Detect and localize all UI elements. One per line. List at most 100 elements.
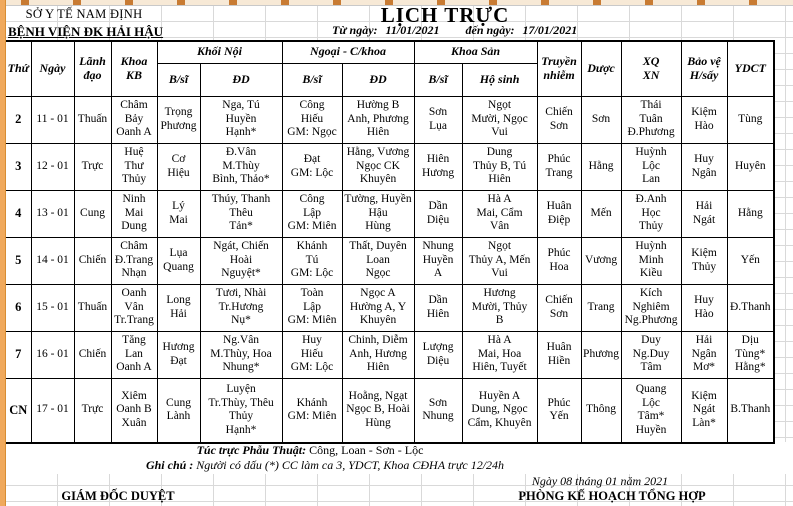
cell[interactable]: Oanh Vân Tr.Trang	[110, 283, 158, 332]
cell[interactable]: Trọng Phương	[156, 95, 201, 144]
cell[interactable]: Dịu Tùng* Hằng*	[726, 330, 775, 379]
cell[interactable]: Thất, Duyên Loan Ngọc	[341, 236, 415, 285]
cell[interactable]: Thông	[580, 377, 622, 444]
page-title[interactable]: LỊCH TRỰC	[380, 3, 510, 27]
cell[interactable]: Khánh GM: Miên	[281, 377, 343, 444]
cell[interactable]: Huy Hiếu GM: Lộc	[281, 330, 343, 379]
cell[interactable]: Tươi, Nhài Tr.Hương Nụ*	[199, 283, 283, 332]
header-khoi-noi[interactable]: Khối Nội	[156, 40, 283, 64]
cell[interactable]: Đạt GM: Lộc	[281, 142, 343, 191]
general-note[interactable]: Ghi chú : Người có dấu (*) CC làm ca 3, …	[60, 458, 590, 473]
cell[interactable]: Thuấn	[73, 95, 112, 144]
cell[interactable]: Dần Diệu	[413, 189, 463, 238]
cell[interactable]: 4	[4, 189, 32, 238]
cell[interactable]: Huỳnh Minh Kiều	[620, 236, 682, 285]
cell[interactable]: 15 - 01	[30, 283, 75, 332]
header-ngoai-bsi[interactable]: B/sĩ	[281, 62, 343, 97]
cell[interactable]: Hương Mười, Thủy B	[461, 283, 538, 332]
cell[interactable]: Trực	[73, 377, 112, 444]
row-headers-strip[interactable]	[0, 0, 6, 506]
cell[interactable]: Phương	[580, 330, 622, 379]
cell[interactable]: Huỳnh Lộc Lan	[620, 142, 682, 191]
cell[interactable]: Hường B Anh, Phương Hiên	[341, 95, 415, 144]
cell[interactable]: Luyện Tr.Thùy, Thêu Thủy Hạnh*	[199, 377, 283, 444]
cell[interactable]: Huy Ngân	[680, 142, 728, 191]
cell[interactable]: Hải Ngát	[680, 189, 728, 238]
cell[interactable]: Hoằng, Ngạt Ngọc B, Hoài Hùng	[341, 377, 415, 444]
column-headers-strip[interactable]	[0, 0, 793, 6]
cell[interactable]: Sơn Lụa	[413, 95, 463, 144]
header-noi-bsi[interactable]: B/sĩ	[156, 62, 201, 97]
header-thu[interactable]: Thứ	[4, 40, 32, 97]
header-khoa-san[interactable]: Khoa Sản	[413, 40, 538, 64]
cell[interactable]: 3	[4, 142, 32, 191]
cell[interactable]: Dung Thủy B, Tú Hiên	[461, 142, 538, 191]
cell[interactable]: 7	[4, 330, 32, 379]
cell[interactable]: Huân Điệp	[536, 189, 582, 238]
director-approval-sign[interactable]: GIÁM ĐỐC DUYỆT	[61, 489, 175, 503]
cell[interactable]: Mến	[580, 189, 622, 238]
cell[interactable]: Đ.Vân M.Thùy Bình, Thảo*	[199, 142, 283, 191]
issue-date[interactable]: Ngày 08 tháng 01 năm 2021	[531, 474, 669, 488]
cell[interactable]: Chiến	[73, 236, 112, 285]
cell[interactable]: 16 - 01	[30, 330, 75, 379]
cell[interactable]: Cung	[73, 189, 112, 238]
cell[interactable]: Huyên	[726, 142, 775, 191]
cell[interactable]: Công Lập GM: Miên	[281, 189, 343, 238]
cell[interactable]: Chiến Sơn	[536, 95, 582, 144]
header-ngoai-ckhoa[interactable]: Ngoại - C/khoa	[281, 40, 415, 64]
cell[interactable]: Châm Đ.Trang Nhạn	[110, 236, 158, 285]
header-san-bsi[interactable]: B/sĩ	[413, 62, 463, 97]
date-range[interactable]: Từ ngày: 11/01/2021 đến ngày: 17/01/2021	[332, 23, 577, 38]
cell[interactable]: Chinh, Diễm Anh, Hương Hiên	[341, 330, 415, 379]
cell[interactable]: Hằng	[580, 142, 622, 191]
header-noi-dd[interactable]: ĐD	[199, 62, 283, 97]
cell[interactable]: Long Hải	[156, 283, 201, 332]
cell[interactable]: 5	[4, 236, 32, 285]
cell[interactable]: Huy Hào	[680, 283, 728, 332]
cell[interactable]: 13 - 01	[30, 189, 75, 238]
cell[interactable]: Hà A Mai, Cẩm Vân	[461, 189, 538, 238]
cell[interactable]: Ngọc A Hường A, Y Khuyên	[341, 283, 415, 332]
cell[interactable]: Vương	[580, 236, 622, 285]
organization-header[interactable]: SỞ Y TẾ NAM ĐỊNH BỆNH VIỆN ĐK HẢI HẬU	[8, 7, 163, 40]
cell[interactable]: Châm Bảy Oanh A	[110, 95, 158, 144]
cell[interactable]: Nhung Huyền A	[413, 236, 463, 285]
cell[interactable]: Xiêm Oanh B Xuân	[110, 377, 158, 444]
surgery-note[interactable]: Túc trực Phẫu Thuật: Công, Loan - Sơn - …	[60, 443, 560, 458]
cell[interactable]: Kiệm Hào	[680, 95, 728, 144]
cell[interactable]: Khánh Tú GM: Lộc	[281, 236, 343, 285]
cell[interactable]: Phúc Hoa	[536, 236, 582, 285]
planning-dept-sign[interactable]: PHÒNG KẾ HOẠCH TỔNG HỢP	[518, 489, 706, 503]
cell[interactable]: Duy Ng.Duy Tâm	[620, 330, 682, 379]
cell[interactable]: 11 - 01	[30, 95, 75, 144]
cell[interactable]: Lụa Quang	[156, 236, 201, 285]
cell[interactable]: 14 - 01	[30, 236, 75, 285]
cell[interactable]: Nga, Tú Huyền Hạnh*	[199, 95, 283, 144]
cell[interactable]: Quang Lộc Tâm* Huyền	[620, 377, 682, 444]
cell[interactable]: Phúc Trang	[536, 142, 582, 191]
cell[interactable]: CN	[4, 377, 32, 444]
cell[interactable]: Kích Nghiêm Ng.Phương	[620, 283, 682, 332]
header-ydct[interactable]: YDCT	[726, 40, 775, 97]
cell[interactable]: Chiến	[73, 330, 112, 379]
cell[interactable]: Hằng, Vương Ngọc CK Khuyên	[341, 142, 415, 191]
cell[interactable]: Đ.Anh Học Thủy	[620, 189, 682, 238]
cell[interactable]: Hà A Mai, Hoa Hiên, Tuyết	[461, 330, 538, 379]
header-truyen-nhiem[interactable]: Truyền nhiễm	[536, 40, 582, 97]
cell[interactable]: Chiến Sơn	[536, 283, 582, 332]
header-xq-xn[interactable]: XQ XN	[620, 40, 682, 97]
cell[interactable]: Đ.Thanh	[726, 283, 775, 332]
cell[interactable]: Tùng	[726, 95, 775, 144]
header-ngay[interactable]: Ngày	[30, 40, 75, 97]
cell[interactable]: Huệ Thư Thủy	[110, 142, 158, 191]
header-lanh-dao[interactable]: Lãnh đạo	[73, 40, 112, 97]
cell[interactable]: Dần Hiên	[413, 283, 463, 332]
cell[interactable]: 12 - 01	[30, 142, 75, 191]
cell[interactable]: Kiệm Ngát Làn*	[680, 377, 728, 444]
cell[interactable]: Yến	[726, 236, 775, 285]
cell[interactable]: Toàn Lập GM: Miên	[281, 283, 343, 332]
cell[interactable]: 17 - 01	[30, 377, 75, 444]
cell[interactable]: Ngát, Chiến Hoài Nguyệt*	[199, 236, 283, 285]
cell[interactable]: Tường, Huyền Hậu Hùng	[341, 189, 415, 238]
